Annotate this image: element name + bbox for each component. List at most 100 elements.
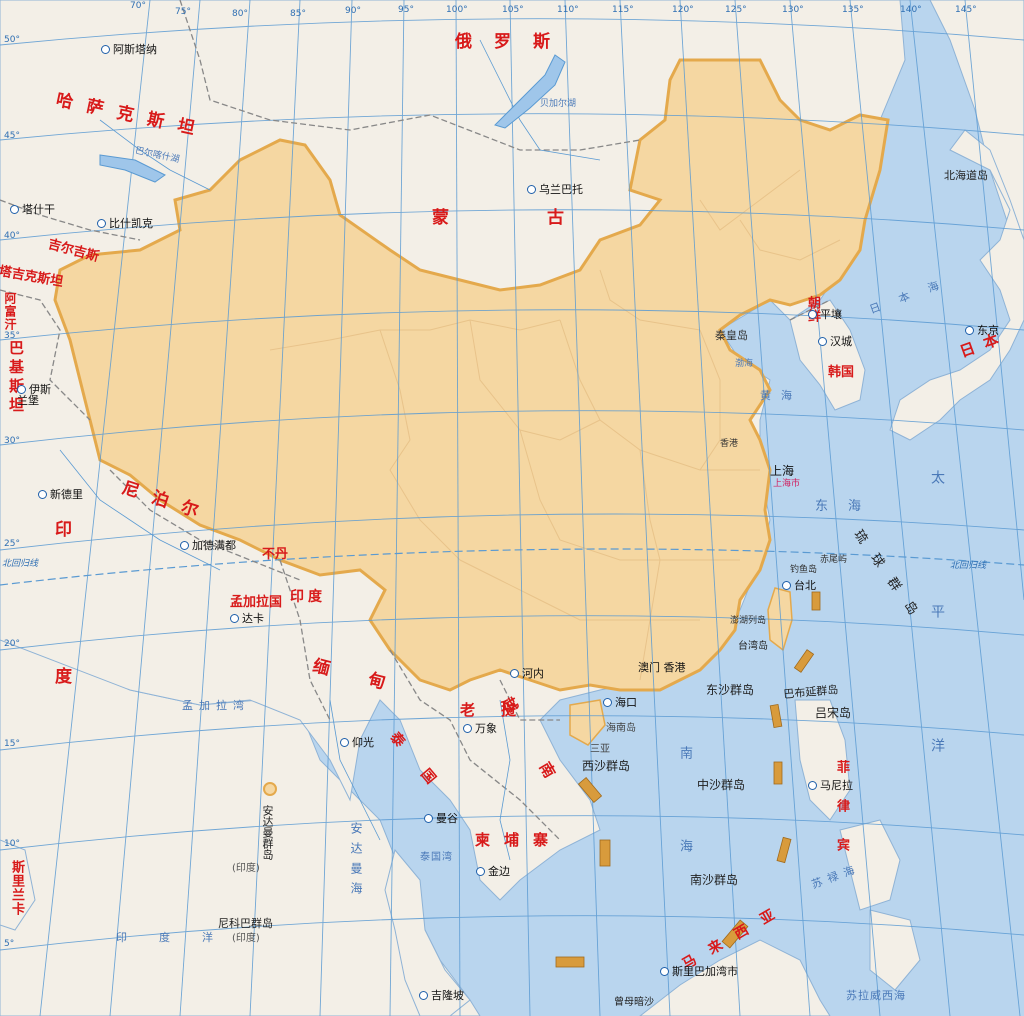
lon-110: 110° [557,5,579,15]
island-nicobar: 尼科巴群岛 [218,917,273,930]
lake-baikal [494,54,566,129]
label-cambodia: 柬埔寨 [475,831,563,849]
city-tashkent: 塔什干 [10,204,55,215]
island-hokkaido: 北海道岛 [944,169,988,182]
label-afghanistan: 阿富汗 [3,292,17,331]
city-ulaanbaatar: 乌兰巴托 [527,184,583,195]
lat-15: 15° [4,739,20,749]
lon-75: 75° [175,7,191,17]
lon-80: 80° [232,9,248,19]
sea-gulf-thailand: 泰国湾 [420,852,453,863]
label-mongolia: 蒙古 [432,208,662,228]
china-territory [53,58,890,692]
island-nansha: 南沙群岛 [690,873,739,887]
label-india-east: 印度 [290,589,326,605]
sea-celebes: 苏拉威西海 [846,989,906,1002]
island-andaman-india: (印度) [232,863,260,874]
rivers [59,39,601,861]
label-shanghai-city: 上海市 [773,479,801,489]
sea-pacific: 太平洋 [929,470,945,872]
tropic-of-cancer [0,548,1024,586]
island-xisha: 西沙群岛 [582,759,631,773]
lat-25: 25° [4,539,20,549]
city-bishkek: 比什凯克 [97,218,153,229]
lat-45: 45° [4,131,20,141]
island-taiwan: 台湾岛 [738,641,768,652]
andaman-marker [263,782,277,796]
city-new-delhi: 新德里 [38,489,83,500]
city-macau-hongkong: 澳门 香港 [638,661,686,674]
city-bandar-seri-begawan: 斯里巴加湾市 [660,966,738,977]
lat-50: 50° [4,35,20,45]
lon-140: 140° [900,5,922,15]
lat-40: 40° [4,231,20,241]
label-india: 印度 [51,520,71,814]
sri-lanka-island [0,839,36,931]
national-borders [0,0,831,841]
label-philippines: 菲律宾 [834,760,849,877]
city-tokyo: 东京 [965,325,999,336]
city-phnom-penh: 金边 [476,866,510,877]
label-bangladesh: 孟加拉国 [230,595,283,610]
city-hanoi: 河内 [510,668,544,679]
city-pyongyang: 平壤 [808,309,842,320]
city-haikou: 海口 [603,697,637,708]
lon-105: 105° [502,5,524,15]
lake-balkhash [99,154,166,183]
nine-dash-line [555,591,821,968]
city-islamabad: 伊斯兰堡 [17,384,61,406]
city-vientiane: 万象 [463,723,497,734]
sea-baikal: 贝加尔湖 [540,99,577,109]
lat-30: 30° [4,436,20,446]
city-manila: 马尼拉 [808,780,853,791]
lon-135: 135° [842,5,864,15]
lat-35: 35° [4,331,20,341]
sea-bohai: 渤海 [735,359,754,369]
island-diaoyu: 钓鱼岛 [790,565,818,575]
island-chiwei: 赤尾屿 [820,555,848,565]
island-zhongsha: 中沙群岛 [697,778,746,792]
label-sri-lanka: 斯里兰卡 [9,860,24,916]
sea-yellow: 黄海 [760,389,802,402]
lon-70: 70° [130,1,146,11]
lon-130: 130° [782,5,804,15]
city-seoul: 汉城 [818,336,852,347]
city-dhaka: 达卡 [230,613,264,624]
lon-100: 100° [446,5,468,15]
label-laos: 老挝 [460,701,543,719]
sea-bay-of-bengal: 孟加拉湾 [182,699,250,712]
lat-10: 10° [4,839,20,849]
city-shanghai: 上海 [770,464,795,478]
label-south-korea: 韩国 [828,365,855,380]
japan-islands [889,129,1024,441]
island-luzon: 吕宋岛 [815,706,852,720]
island-nicobar-india: (印度) [232,933,260,944]
lon-115: 115° [612,5,634,15]
island-penghu: 澎湖列岛 [730,616,767,626]
tropic-label-right: 北回归线 [950,561,987,571]
lon-145: 145° [955,5,977,15]
lon-125: 125° [725,5,747,15]
lon-120: 120° [672,5,694,15]
label-russia: 俄罗斯 [455,32,572,52]
label-bhutan: 不丹 [262,547,289,562]
lat-20: 20° [4,639,20,649]
island-dongsha: 东沙群岛 [706,683,755,697]
city-yangon: 仰光 [340,737,374,748]
sea-indian-ocean: 印度洋 [116,931,245,944]
city-qinhuangdao: 秦皇岛 [715,329,748,342]
sea-andaman: 安达曼海 [349,822,363,902]
city-astana: 阿斯塔纳 [101,44,157,55]
lon-90: 90° [345,6,361,16]
lat-5: 5° [4,939,15,949]
sea-south-china: 南海 [677,746,692,932]
lon-95: 95° [398,5,414,15]
tropic-label-left: 北回归线 [2,559,39,569]
lon-85: 85° [290,9,306,19]
hainan-island [569,699,606,746]
philippines-islands [794,699,921,991]
borneo-island [639,939,831,1016]
city-kuala-lumpur: 吉隆坡 [419,990,464,1001]
label-sanya: 三亚 [590,744,610,755]
